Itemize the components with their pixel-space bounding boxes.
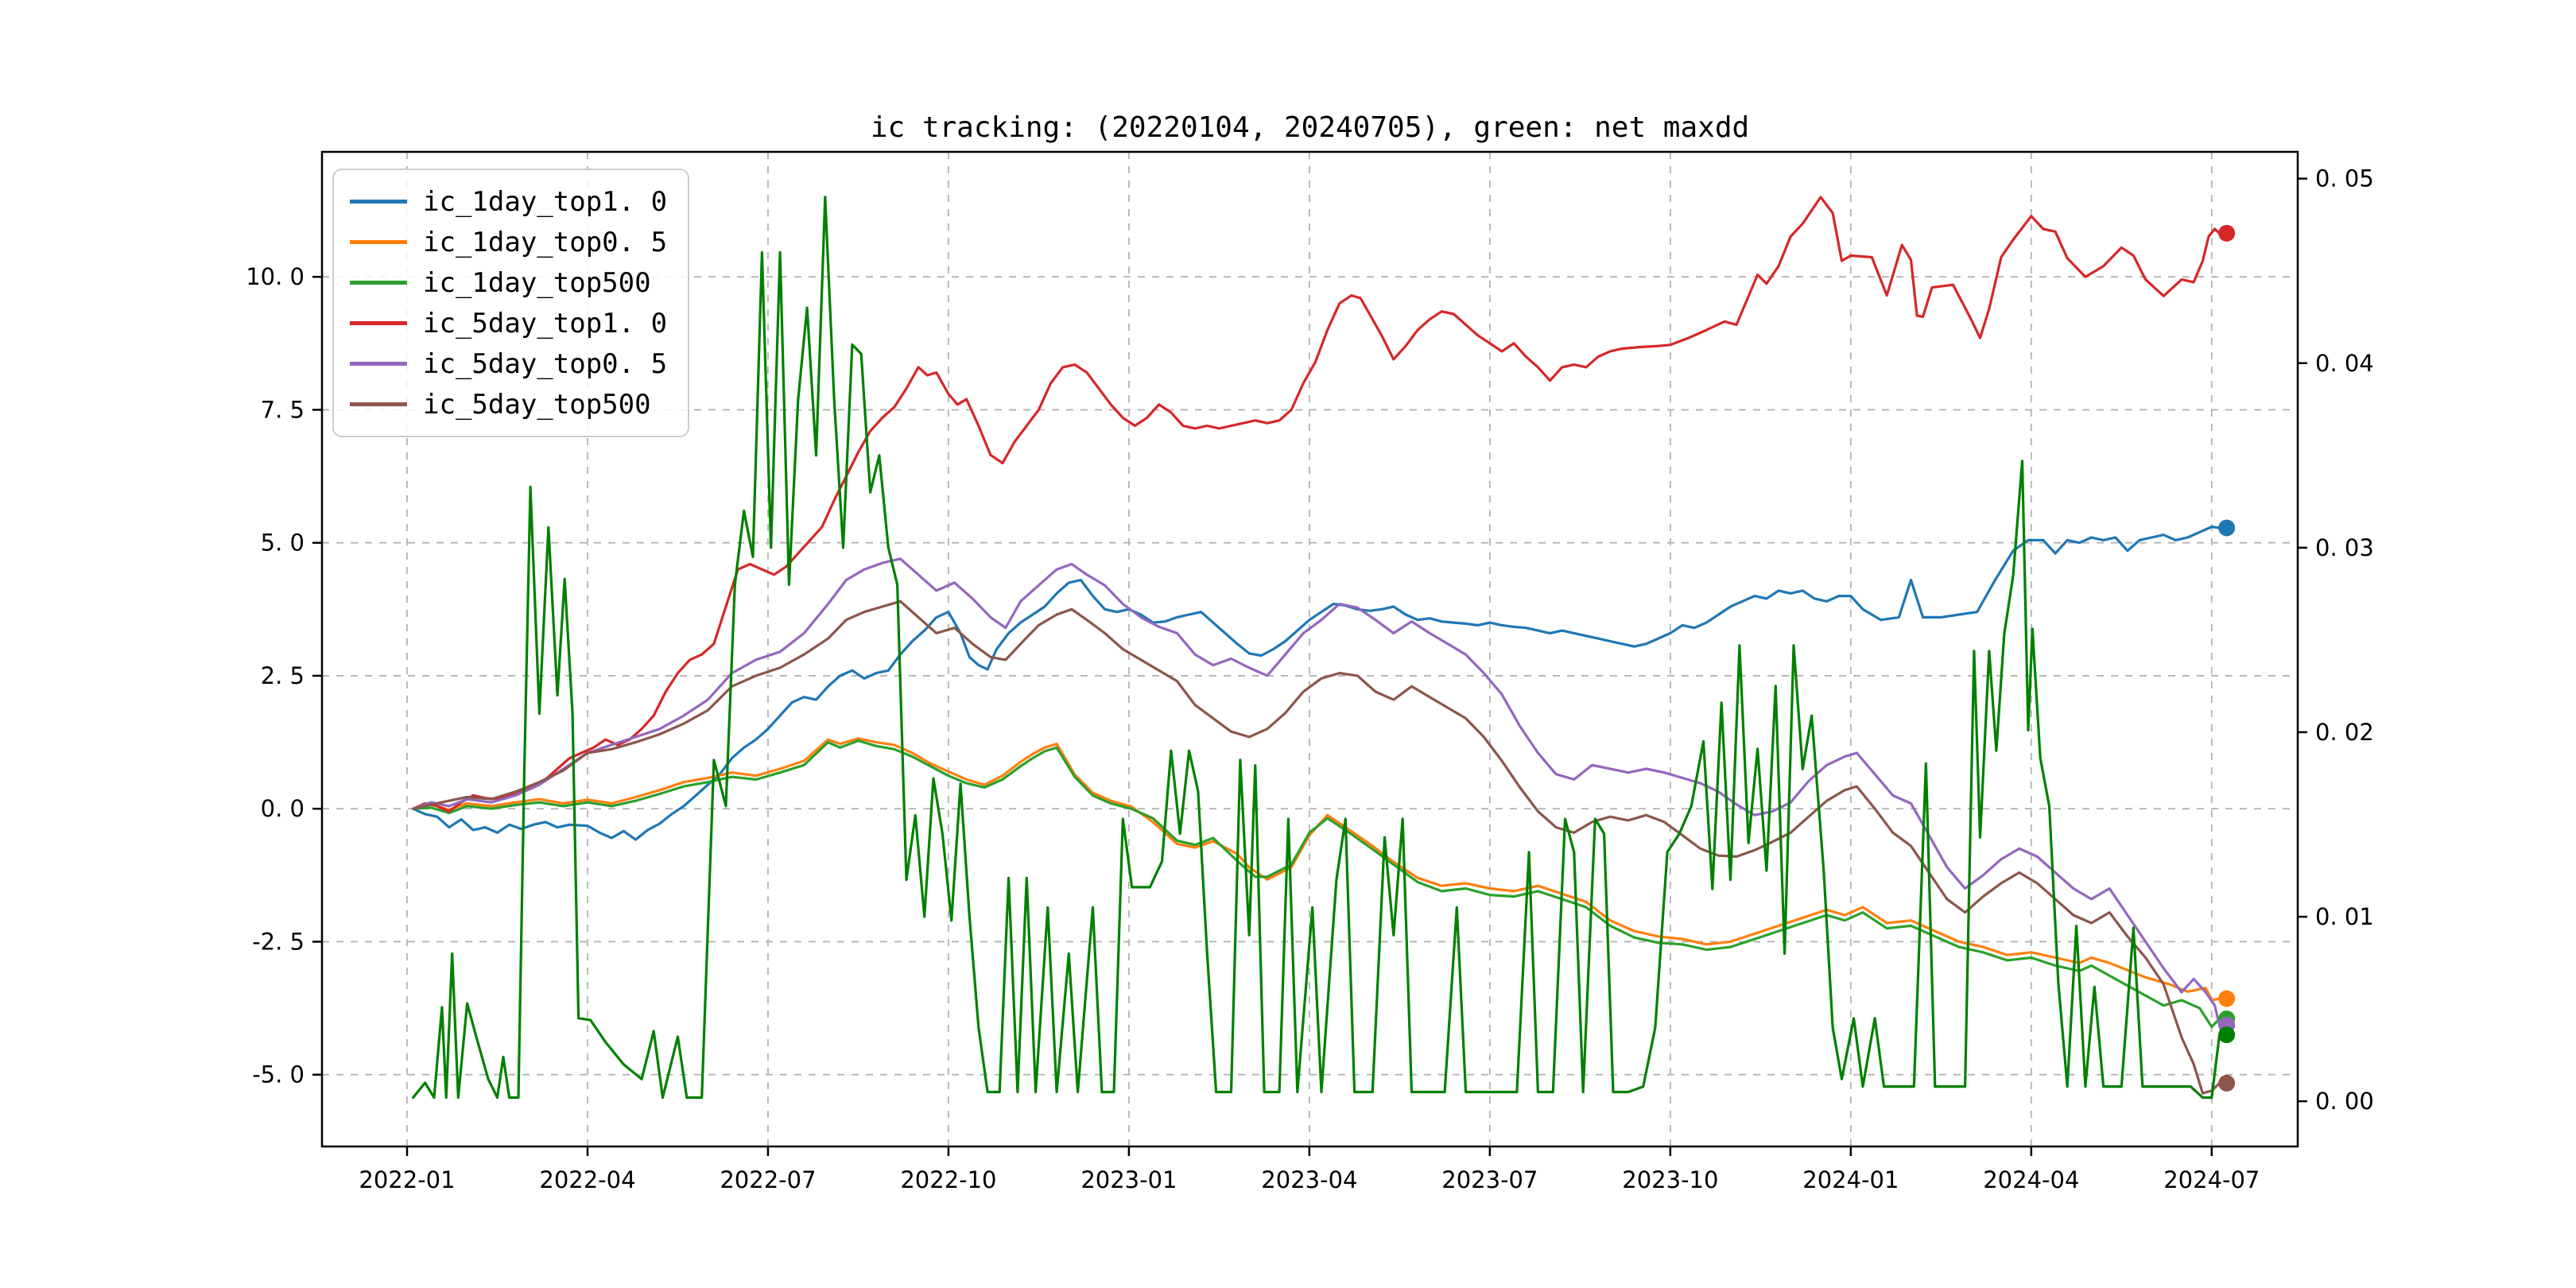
x-tick-label: 2024-07 — [2163, 1166, 2260, 1193]
x-tick-label: 2023-07 — [1441, 1166, 1538, 1193]
series-end-dots — [2218, 224, 2236, 1092]
x-tick-label: 2022-01 — [359, 1166, 455, 1193]
left-tick-label: 5. 0 — [261, 530, 305, 557]
right-tick-label: 0. 03 — [2315, 534, 2374, 561]
legend-item-ic-1day-top1-0: ic_1day_top1. 0 — [350, 181, 667, 222]
end-dot-ic_5day_top500 — [2218, 1074, 2236, 1092]
series-line-ic_5day_top500 — [412, 599, 2221, 1095]
legend-label: ic_1day_top1. 0 — [423, 185, 668, 218]
series-line-ic_5day_top1.0 — [412, 196, 2221, 813]
legend-item-ic-5day-top0-5: ic_5day_top0. 5 — [350, 343, 667, 384]
end-dot-ic_5day_top1.0 — [2218, 224, 2236, 242]
end-dot-ic_1day_top1.0 — [2218, 519, 2236, 537]
legend-swatch — [350, 200, 407, 204]
legend-item-ic-1day-top0-5: ic_1day_top0. 5 — [350, 222, 667, 262]
x-tick-label: 2024-01 — [1802, 1166, 1899, 1193]
legend-swatch — [350, 281, 407, 285]
left-tick-label: 2. 5 — [261, 662, 305, 689]
series-line-net_maxdd — [412, 196, 2221, 1100]
left-tick-label: -5. 0 — [252, 1061, 305, 1088]
x-tick-label: 2024-04 — [1983, 1166, 2079, 1193]
x-tick-label: 2023-01 — [1080, 1166, 1177, 1193]
series-line-ic_1day_top0.5 — [412, 737, 2221, 1002]
series-line-ic_5day_top0.5 — [412, 557, 2221, 1027]
left-tick-label: 7. 5 — [261, 396, 305, 423]
left-tick-label: -2. 5 — [252, 928, 305, 955]
x-tick-label: 2023-10 — [1622, 1166, 1718, 1193]
x-tick-label: 2022-07 — [720, 1166, 816, 1193]
legend-swatch — [350, 321, 407, 325]
x-tick-label: 2022-10 — [900, 1166, 996, 1193]
right-tick-label: 0. 00 — [2315, 1088, 2374, 1115]
left-tick-label: 10. 0 — [246, 263, 305, 290]
x-tick-label: 2023-04 — [1261, 1166, 1357, 1193]
end-dot-net_maxdd — [2218, 1026, 2236, 1044]
right-tick-label: 0. 04 — [2315, 350, 2374, 377]
right-tick-label: 0. 05 — [2315, 165, 2374, 192]
legend-swatch — [350, 402, 407, 406]
legend-label: ic_5day_top1. 0 — [423, 307, 668, 339]
x-tick-label: 2022-04 — [539, 1166, 635, 1193]
legend-item-ic-5day-top500: ic_5day_top500 — [350, 384, 667, 425]
legend-label: ic_1day_top0. 5 — [423, 226, 668, 258]
chart-title: ic tracking: (20220104, 20240705), green… — [870, 111, 1750, 144]
right-tick-label: 0. 01 — [2315, 903, 2374, 930]
legend-label: ic_5day_top500 — [423, 388, 651, 421]
series-line-ic_1day_top500 — [412, 739, 2221, 1029]
series-lines — [412, 196, 2221, 1100]
axes-ticks: 10. 0 7. 5 5. 0 2. 5 0. 0 -2. 5 -5. 0 0. 05 0. 0… — [246, 165, 2374, 1193]
left-tick-label: 0. 0 — [261, 795, 305, 822]
legend-label: ic_1day_top500 — [423, 266, 651, 299]
legend: ic_1day_top1. 0 ic_1day_top0. 5 ic_1day_to… — [332, 169, 690, 437]
legend-swatch — [350, 240, 407, 244]
end-dot-ic_1day_top0.5 — [2218, 990, 2236, 1007]
legend-swatch — [350, 362, 407, 366]
legend-item-ic-5day-top1-0: ic_5day_top1. 0 — [350, 303, 667, 343]
right-tick-label: 0. 02 — [2315, 719, 2374, 746]
legend-label: ic_5day_top0. 5 — [423, 347, 668, 380]
legend-item-ic-1day-top500: ic_1day_top500 — [350, 262, 667, 303]
